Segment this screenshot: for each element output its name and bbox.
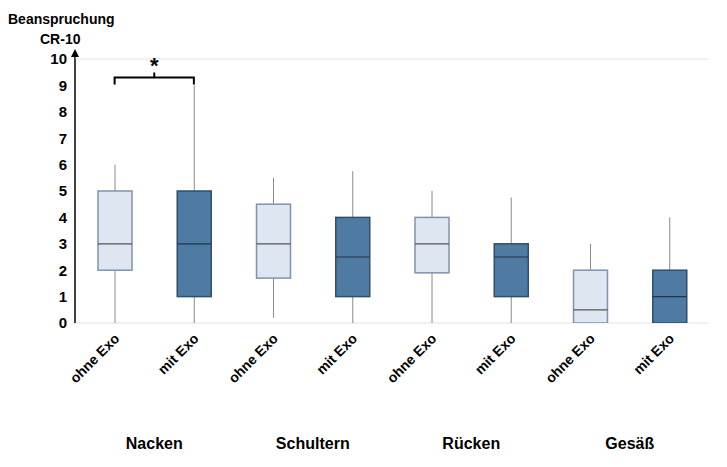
svg-text:mit Exo: mit Exo: [472, 330, 519, 377]
svg-text:mit Exo: mit Exo: [313, 330, 360, 377]
html-text:CR-10: CR-10: [40, 31, 81, 47]
svg-text:10: 10: [50, 50, 67, 67]
svg-text:Nacken: Nacken: [126, 435, 183, 452]
svg-text:3: 3: [59, 235, 67, 252]
svg-text:0: 0: [59, 314, 67, 331]
svg-text:Gesäß: Gesäß: [605, 435, 654, 452]
svg-text:Rücken: Rücken: [442, 435, 500, 452]
svg-text:5: 5: [59, 182, 67, 199]
svg-text:1: 1: [59, 288, 67, 305]
svg-text:mit Exo: mit Exo: [155, 330, 202, 377]
svg-text:8: 8: [59, 103, 67, 120]
svg-text:ohne Exo: ohne Exo: [542, 330, 598, 386]
svg-text:ohne Exo: ohne Exo: [67, 330, 123, 386]
svg-text:4: 4: [59, 209, 68, 226]
svg-text:9: 9: [59, 77, 67, 94]
svg-text:2: 2: [59, 262, 67, 279]
svg-text:*: *: [150, 53, 159, 78]
html-text:Beanspruchung: Beanspruchung: [8, 11, 115, 27]
svg-text:6: 6: [59, 156, 67, 173]
svg-text:mit Exo: mit Exo: [630, 330, 677, 377]
svg-text:Schultern: Schultern: [276, 435, 350, 452]
svg-text:ohne Exo: ohne Exo: [225, 330, 281, 386]
svg-text:7: 7: [59, 130, 67, 147]
svg-text:ohne Exo: ohne Exo: [384, 330, 440, 386]
